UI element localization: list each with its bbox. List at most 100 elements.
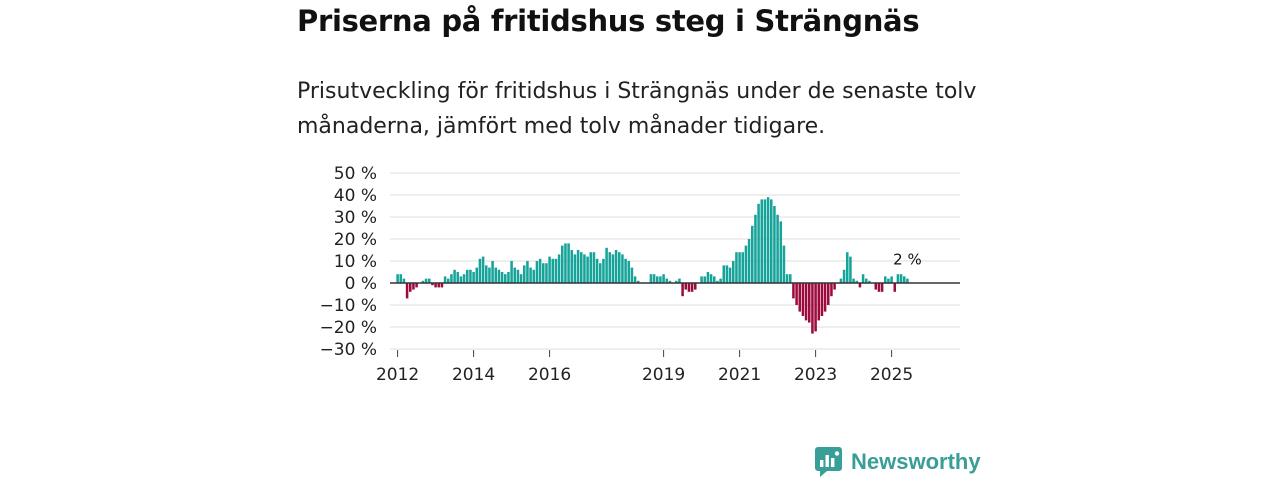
bar <box>542 263 545 283</box>
y-tick-label: −20 % <box>320 318 377 338</box>
chart-subtitle: Prisutveckling för fritidshus i Strängnä… <box>297 79 977 139</box>
bar <box>675 280 678 283</box>
bar <box>421 280 425 283</box>
y-tick-label: −30 % <box>320 340 377 360</box>
bar <box>538 258 542 283</box>
bar <box>716 280 719 283</box>
bar <box>557 254 561 283</box>
bar <box>402 278 406 283</box>
bar <box>576 250 580 283</box>
y-tick-label: 10 % <box>334 252 377 272</box>
bars <box>396 197 909 334</box>
bar <box>722 265 726 283</box>
bar <box>475 267 479 283</box>
bar <box>561 245 564 283</box>
bar <box>896 274 900 283</box>
bar <box>548 256 551 283</box>
bar <box>763 199 767 283</box>
bar <box>725 265 729 283</box>
bar <box>580 252 583 283</box>
brand-name: Newsworthy <box>851 449 981 474</box>
chart-title: Priserna på fritidshus steg i Strängnäs <box>297 4 920 38</box>
bar <box>732 261 735 283</box>
bar <box>792 283 795 299</box>
x-tick-label: 2019 <box>642 365 685 385</box>
bar <box>744 245 748 283</box>
bar <box>637 280 640 283</box>
bar <box>842 269 846 283</box>
bar <box>428 278 431 283</box>
bar <box>681 283 684 297</box>
bar <box>833 283 836 290</box>
bar <box>662 274 665 283</box>
bar <box>814 283 817 332</box>
last-value-label: 2 % <box>893 251 922 269</box>
bar <box>554 258 558 283</box>
bar <box>466 269 469 283</box>
bar <box>656 276 659 283</box>
bar <box>437 283 441 288</box>
bar <box>583 254 586 283</box>
bar <box>773 206 776 283</box>
x-tick-label: 2023 <box>794 365 837 385</box>
bar <box>858 283 862 288</box>
bar <box>507 272 510 283</box>
x-axis: 2012 2014 2016 2019 2021 2023 2025 <box>376 350 913 385</box>
bar <box>488 267 491 283</box>
bar <box>684 283 688 290</box>
bar <box>652 274 656 283</box>
bar <box>573 254 577 283</box>
bar <box>500 272 504 283</box>
bar <box>789 274 792 283</box>
bar <box>494 267 498 283</box>
bar <box>861 274 865 283</box>
bar <box>396 274 399 283</box>
bar <box>399 274 403 283</box>
bar <box>830 283 833 297</box>
bar <box>551 258 555 283</box>
bar <box>874 283 878 290</box>
newsworthy-logo-icon <box>815 447 842 477</box>
bar <box>586 256 589 283</box>
bar <box>751 225 754 283</box>
bar <box>497 269 501 283</box>
bar <box>592 252 596 283</box>
y-tick-label: 40 % <box>334 186 377 206</box>
bar <box>599 263 602 283</box>
bar <box>526 261 529 283</box>
bar <box>668 280 672 283</box>
y-tick-label: 30 % <box>334 208 377 228</box>
bar <box>706 272 710 283</box>
bar <box>738 252 741 283</box>
bar <box>570 250 574 283</box>
bar <box>795 283 798 305</box>
bar <box>516 269 520 283</box>
bar <box>700 276 703 283</box>
bar <box>605 247 608 283</box>
bar <box>839 278 843 283</box>
x-tick-label: 2012 <box>376 365 419 385</box>
bar <box>766 197 770 283</box>
bar <box>440 283 444 288</box>
bar <box>709 274 713 283</box>
bar <box>630 267 634 283</box>
bar <box>431 283 434 286</box>
bar <box>880 283 884 292</box>
bar <box>472 272 475 283</box>
bar <box>434 283 437 288</box>
bar <box>523 265 526 283</box>
y-tick-label: 50 % <box>334 164 377 184</box>
bar <box>887 278 890 283</box>
bar <box>868 280 871 283</box>
bar <box>804 283 808 321</box>
bar <box>595 258 599 283</box>
bar <box>462 274 466 283</box>
bar <box>747 239 751 283</box>
bar <box>665 278 669 283</box>
bar <box>405 283 409 299</box>
bar <box>703 276 707 283</box>
bar <box>456 272 460 283</box>
bar <box>412 283 415 290</box>
bar <box>906 278 909 283</box>
bar <box>713 276 716 283</box>
